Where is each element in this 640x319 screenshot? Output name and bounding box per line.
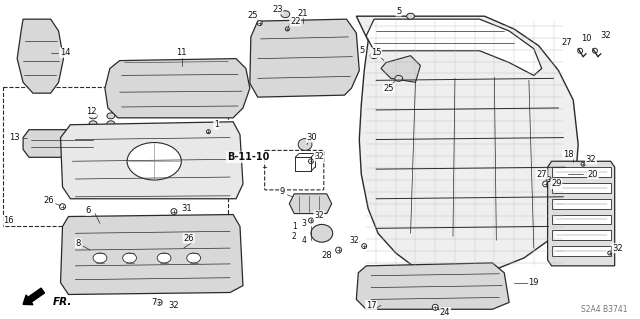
Circle shape — [432, 304, 438, 310]
Text: 28: 28 — [321, 251, 332, 261]
Text: 10: 10 — [581, 34, 591, 43]
Ellipse shape — [298, 138, 312, 150]
Ellipse shape — [187, 253, 200, 263]
Polygon shape — [356, 16, 578, 276]
Text: 19: 19 — [529, 278, 539, 287]
Text: 17: 17 — [366, 301, 376, 310]
Text: 29: 29 — [551, 180, 562, 189]
Bar — [552, 246, 611, 256]
Text: 27: 27 — [536, 170, 547, 179]
Text: 11: 11 — [177, 48, 187, 57]
Circle shape — [60, 204, 65, 210]
Text: 32: 32 — [600, 32, 611, 41]
Polygon shape — [548, 161, 614, 266]
Text: FR.: FR. — [52, 297, 72, 308]
Text: 32: 32 — [349, 236, 359, 245]
Ellipse shape — [89, 121, 97, 127]
Bar — [552, 199, 611, 209]
Ellipse shape — [406, 13, 415, 19]
Text: 24: 24 — [440, 308, 451, 317]
Text: 8: 8 — [76, 239, 81, 248]
Text: 32: 32 — [612, 244, 623, 253]
Bar — [552, 167, 611, 177]
Polygon shape — [23, 130, 100, 157]
Ellipse shape — [395, 75, 403, 81]
Bar — [552, 215, 611, 224]
Bar — [552, 230, 611, 240]
Text: 27: 27 — [561, 38, 572, 47]
Ellipse shape — [107, 113, 115, 119]
Polygon shape — [356, 263, 509, 309]
Circle shape — [285, 27, 289, 31]
Text: 18: 18 — [563, 150, 573, 159]
Ellipse shape — [93, 253, 107, 263]
Ellipse shape — [281, 11, 290, 18]
Circle shape — [546, 176, 551, 182]
Text: 16: 16 — [3, 216, 13, 225]
Text: 26: 26 — [184, 234, 194, 243]
Ellipse shape — [107, 121, 115, 127]
Text: 1: 1 — [292, 222, 296, 231]
Text: 23: 23 — [272, 5, 283, 14]
Text: 4: 4 — [301, 236, 307, 245]
Circle shape — [308, 218, 314, 223]
Bar — [552, 183, 611, 193]
Text: 14: 14 — [60, 48, 71, 57]
Circle shape — [207, 130, 211, 134]
Polygon shape — [250, 19, 359, 97]
Text: 22: 22 — [290, 17, 300, 26]
Polygon shape — [289, 194, 332, 213]
Circle shape — [608, 251, 612, 255]
Text: 7: 7 — [152, 298, 157, 307]
Text: 31: 31 — [181, 204, 192, 213]
Ellipse shape — [127, 143, 181, 180]
Text: 1: 1 — [214, 120, 219, 129]
Text: 13: 13 — [9, 133, 19, 142]
Text: 3: 3 — [301, 219, 307, 228]
Ellipse shape — [157, 253, 171, 263]
Text: 15: 15 — [371, 48, 381, 57]
Text: 32: 32 — [314, 211, 324, 220]
Text: B-11-10: B-11-10 — [227, 152, 269, 162]
Circle shape — [543, 181, 548, 187]
Text: 2: 2 — [292, 232, 296, 241]
Text: 21: 21 — [298, 9, 308, 18]
Circle shape — [335, 247, 342, 253]
Text: 5: 5 — [360, 46, 365, 55]
Circle shape — [362, 244, 367, 249]
FancyArrow shape — [23, 288, 45, 305]
Text: S2A4 B3741: S2A4 B3741 — [581, 305, 628, 314]
Text: 9: 9 — [280, 187, 285, 197]
Circle shape — [581, 162, 585, 166]
Text: 32: 32 — [314, 152, 324, 161]
Text: 20: 20 — [588, 170, 598, 179]
Text: 25: 25 — [383, 84, 394, 93]
Polygon shape — [17, 19, 63, 93]
Circle shape — [308, 159, 314, 164]
Circle shape — [257, 21, 262, 26]
Ellipse shape — [370, 53, 378, 59]
Text: 25: 25 — [248, 11, 258, 20]
Circle shape — [171, 209, 177, 215]
Text: 26: 26 — [44, 196, 54, 205]
Polygon shape — [61, 215, 243, 294]
Text: 30: 30 — [307, 133, 317, 142]
Polygon shape — [381, 56, 420, 82]
Polygon shape — [105, 59, 250, 118]
Text: 6: 6 — [86, 206, 91, 215]
Text: 32: 32 — [586, 155, 596, 164]
Ellipse shape — [123, 253, 136, 263]
Text: 5: 5 — [396, 7, 401, 16]
Ellipse shape — [89, 113, 97, 119]
Text: 12: 12 — [86, 108, 97, 116]
Ellipse shape — [311, 224, 333, 242]
Polygon shape — [366, 19, 541, 75]
Circle shape — [156, 300, 162, 305]
Text: 32: 32 — [168, 301, 179, 310]
Polygon shape — [61, 122, 243, 199]
